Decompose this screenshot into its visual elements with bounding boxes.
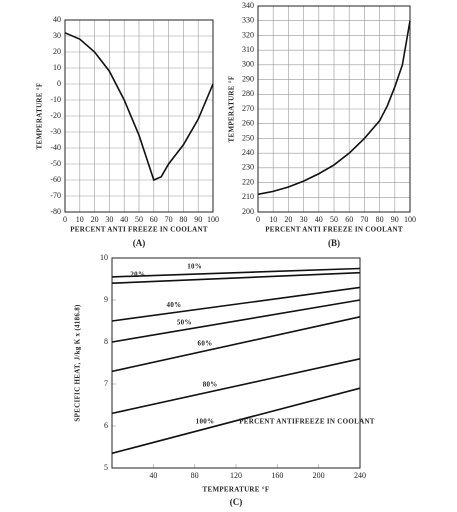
y-tick-label: -30 [50,127,61,136]
y-axis-label: SPECIFIC HEAT, J/kg K x (4186.8) [74,304,82,422]
series-label: 60% [198,340,213,348]
y-tick-label: 10 [100,253,108,262]
x-tick-label: 100 [404,215,416,224]
y-tick-label: -60 [50,175,61,184]
y-tick-label: 0 [57,79,61,88]
y-tick-label: 280 [242,89,254,98]
y-tick-label: 330 [242,16,254,25]
x-tick-label: 30 [300,215,308,224]
x-tick-label: 90 [391,215,399,224]
caption: (A) [133,238,146,248]
x-tick-label: 70 [360,215,368,224]
x-tick-label: 60 [345,215,353,224]
x-tick-label: 40 [120,215,128,224]
x-axis-label: PERCENT ANTI FREEZE IN COOLANT [70,226,208,234]
y-tick-label: 310 [242,45,254,54]
data-line [257,20,411,196]
series-label: 50% [177,318,192,326]
annotation: PERCENT ANTIFREEZE IN COOLANT [239,417,375,425]
x-tick-label: 120 [230,471,242,480]
y-tick-label: -40 [50,143,61,152]
y-tick-label: 30 [53,31,61,40]
x-tick-label: 50 [135,215,143,224]
data-line [111,286,361,322]
y-tick-label: 250 [242,133,254,142]
data-line [111,299,361,343]
x-tick-label: 20 [284,215,292,224]
plot-frame [257,5,411,213]
series-label: 40% [167,301,182,309]
x-tick-label: 60 [150,215,158,224]
x-axis-label: PERCENT ANTI FREEZE IN COOLANT [265,226,403,234]
y-tick-label: 260 [242,119,254,128]
y-tick-label: 340 [242,1,254,10]
x-tick-label: 80 [179,215,187,224]
y-axis-label: TEMPERATURE °F [228,76,236,143]
data-line [111,271,361,284]
x-axis-label: TEMPERATURE °F [203,486,270,494]
y-tick-label: 290 [242,74,254,83]
y-tick-label: 5 [104,463,108,472]
y-tick-label: -50 [50,159,61,168]
x-tick-label: 240 [354,471,366,480]
series-label: 100% [196,417,215,425]
series-label: 20% [130,271,145,279]
caption: (C) [230,497,243,507]
y-tick-label: -10 [50,95,61,104]
series-label: 80% [203,380,218,388]
x-tick-label: 80 [191,471,199,480]
data-line [111,267,361,278]
y-tick-label: 220 [242,177,254,186]
x-tick-label: 80 [376,215,384,224]
y-tick-label: 230 [242,163,254,172]
caption: (B) [328,238,340,248]
x-tick-label: 30 [105,215,113,224]
y-tick-label: 9 [104,295,108,304]
y-tick-label: 40 [53,15,61,24]
y-tick-label: -20 [50,111,61,120]
data-line [64,32,214,182]
x-tick-label: 70 [165,215,173,224]
x-tick-label: 10 [76,215,84,224]
y-tick-label: -70 [50,191,61,200]
plot-frame [111,257,361,469]
y-tick-label: 270 [242,104,254,113]
x-tick-label: 50 [330,215,338,224]
y-tick-label: 300 [242,60,254,69]
y-tick-label: 10 [53,63,61,72]
x-tick-label: 0 [256,215,260,224]
y-tick-label: -80 [50,207,61,216]
series-label: 10% [187,263,202,271]
data-line [111,316,361,373]
y-tick-label: 200 [242,207,254,216]
data-line [111,387,361,455]
y-tick-label: 20 [53,47,61,56]
y-tick-label: 8 [104,337,108,346]
x-tick-label: 40 [315,215,323,224]
y-tick-label: 320 [242,30,254,39]
y-tick-label: 6 [104,421,108,430]
y-tick-label: 240 [242,148,254,157]
x-tick-label: 40 [149,471,157,480]
y-axis-label: TEMPERATURE °F [36,83,44,150]
x-tick-label: 90 [194,215,202,224]
x-tick-label: 200 [313,471,325,480]
x-tick-label: 0 [63,215,67,224]
data-line [111,358,361,415]
x-tick-label: 20 [91,215,99,224]
y-tick-label: 7 [104,379,108,388]
y-tick-label: 210 [242,192,254,201]
x-tick-label: 10 [269,215,277,224]
x-tick-label: 160 [271,471,283,480]
plot-frame [64,19,214,213]
x-tick-label: 100 [207,215,219,224]
